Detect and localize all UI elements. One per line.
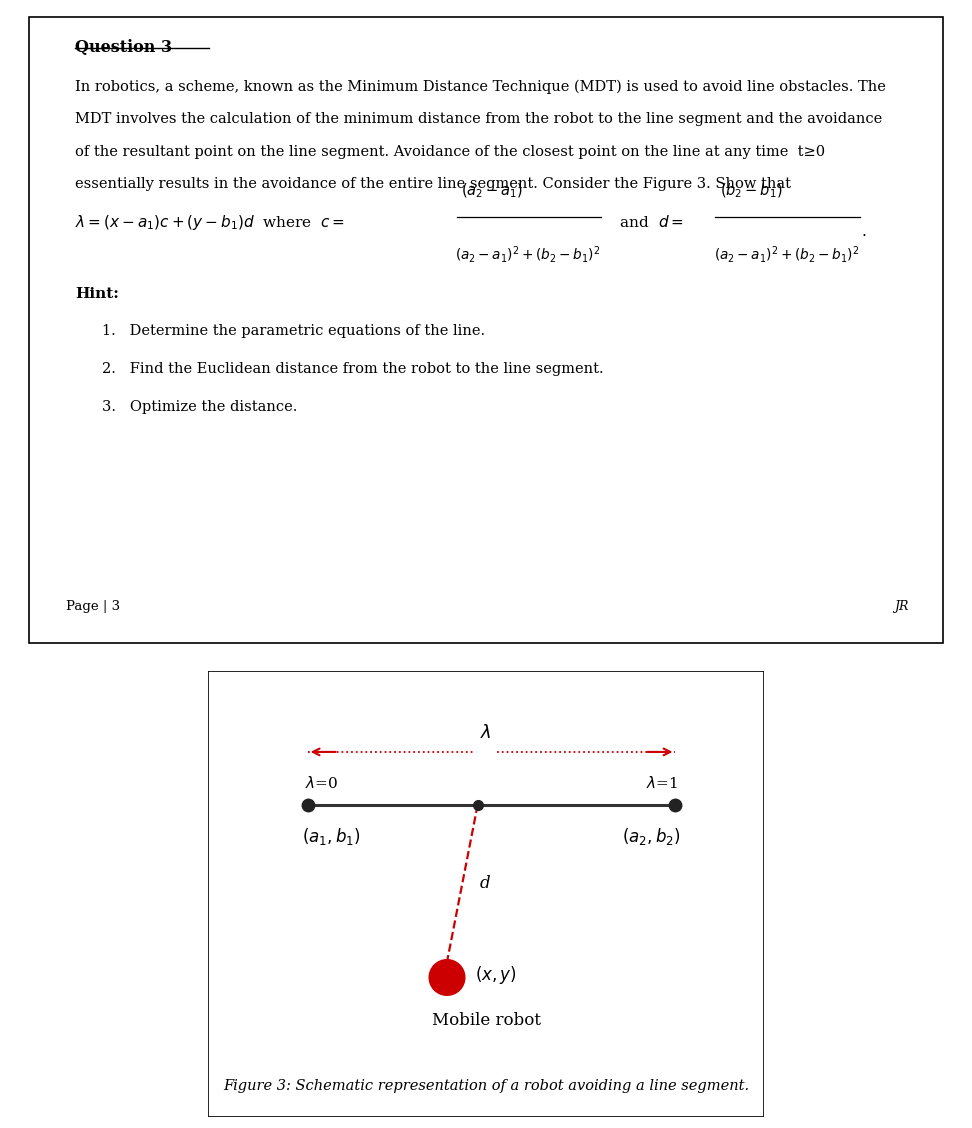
Text: $(a_2-a_1)^2+(b_2-b_1)^2$: $(a_2-a_1)^2+(b_2-b_1)^2$ <box>455 245 600 265</box>
Text: Hint:: Hint: <box>75 288 119 301</box>
Text: 1.   Determine the parametric equations of the line.: 1. Determine the parametric equations of… <box>102 324 485 337</box>
Text: Figure 3: Schematic representation of a robot avoiding a line segment.: Figure 3: Schematic representation of a … <box>223 1079 749 1093</box>
Text: $(a_2-a_1)$: $(a_2-a_1)$ <box>462 182 523 200</box>
Text: 3.   Optimize the distance.: 3. Optimize the distance. <box>102 400 297 414</box>
Text: 2.   Find the Euclidean distance from the robot to the line segment.: 2. Find the Euclidean distance from the … <box>102 362 604 377</box>
Circle shape <box>430 960 465 995</box>
Text: JR: JR <box>893 600 908 613</box>
Text: $\lambda$: $\lambda$ <box>480 724 492 742</box>
Text: Question 3: Question 3 <box>75 38 172 55</box>
Text: $(a_2-a_1)^2+(b_2-b_1)^2$: $(a_2-a_1)^2+(b_2-b_1)^2$ <box>713 245 858 265</box>
Text: $(a_1,b_1)$: $(a_1,b_1)$ <box>302 826 361 847</box>
Text: of the resultant point on the line segment. Avoidance of the closest point on th: of the resultant point on the line segme… <box>75 144 825 159</box>
Text: Mobile robot: Mobile robot <box>432 1012 540 1029</box>
Text: In robotics, a scheme, known as the Minimum Distance Technique (MDT) is used to : In robotics, a scheme, known as the Mini… <box>75 79 885 94</box>
Text: d: d <box>480 875 491 892</box>
Text: $(a_2,b_2)$: $(a_2,b_2)$ <box>622 826 681 847</box>
Text: $\lambda$=0: $\lambda$=0 <box>305 775 338 792</box>
Text: $(b_2-b_1)$: $(b_2-b_1)$ <box>720 182 782 200</box>
Text: Page | 3: Page | 3 <box>66 600 120 613</box>
Text: MDT involves the calculation of the minimum distance from the robot to the line : MDT involves the calculation of the mini… <box>75 112 883 126</box>
Text: $\lambda$=1: $\lambda$=1 <box>646 775 678 792</box>
Text: and  $d=$: and $d=$ <box>610 214 684 230</box>
Text: .: . <box>861 224 866 239</box>
Text: $(x, y)$: $(x, y)$ <box>475 963 517 986</box>
Text: essentially results in the avoidance of the entire line segment. Consider the Fi: essentially results in the avoidance of … <box>75 177 791 191</box>
Text: $\lambda=(x-a_1)c+(y-b_1)d$  where  $c=$: $\lambda=(x-a_1)c+(y-b_1)d$ where $c=$ <box>75 213 345 231</box>
